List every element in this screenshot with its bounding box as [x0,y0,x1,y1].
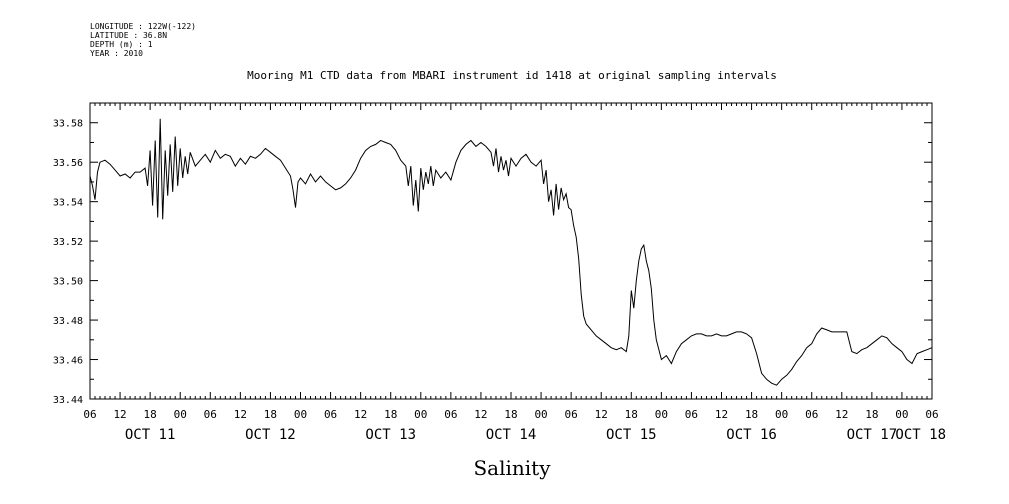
meta-year: YEAR : 2010 [90,49,143,58]
x-hour-label: 12 [474,408,487,421]
x-hour-label: 12 [234,408,247,421]
x-hour-label: 06 [685,408,698,421]
x-hour-label: 18 [865,408,878,421]
x-day-label: OCT 11 [125,427,176,443]
meta-longitude: LONGITUDE : 122W(-122) [90,22,196,31]
x-hour-label: 00 [294,408,307,421]
y-tick-label: 33.44 [53,395,83,406]
y-tick-label: 33.52 [53,237,83,248]
x-hour-label: 18 [504,408,517,421]
x-hour-label: 18 [264,408,277,421]
x-hour-label: 06 [324,408,337,421]
y-axis: 33.44 33.46 33.48 33.50 33.52 33.54 33.56 33.58 [53,119,932,406]
salinity-series-line [89,118,933,386]
x-hour-label: 12 [595,408,608,421]
x-hour-label: 00 [534,408,547,421]
x-axis [89,103,933,399]
x-day-labels: OCT 11 OCT 12 OCT 13 OCT 14 OCT 15 OCT 16 OCT … [125,427,946,443]
x-hour-label: 18 [384,408,397,421]
x-hour-label: 00 [174,408,187,421]
x-hour-label: 18 [745,408,758,421]
x-day-label: OCT 15 [606,427,657,443]
x-day-label: OCT 18 [895,427,946,443]
y-tick-label: 33.48 [53,316,83,327]
x-hour-label: 18 [144,408,157,421]
meta-depth: DEPTH (m) : 1 [90,40,153,49]
x-day-label: OCT 16 [726,427,777,443]
x-hour-label: 12 [715,408,728,421]
x-hour-label: 12 [835,408,848,421]
meta-latitude: LATITUDE : 36.8N [90,31,167,40]
x-day-label: OCT 12 [245,427,296,443]
y-tick-label: 33.56 [53,158,83,169]
x-hour-label: 06 [83,408,96,421]
x-hour-label: 00 [414,408,427,421]
x-hour-labels: 06 12 18 00 06 12 18 00 06 12 18 00 06 12 18 00 06 12 18 00… [83,408,938,421]
x-hour-label: 12 [113,408,126,421]
x-hour-label: 06 [925,408,938,421]
y-tick-label: 33.46 [53,356,83,367]
y-tick-label: 33.50 [53,277,83,288]
x-hour-label: 00 [655,408,668,421]
plot-frame [89,102,933,400]
x-hour-label: 06 [805,408,818,421]
x-day-label: OCT 17 [847,427,898,443]
x-hour-label: 00 [895,408,908,421]
x-axis-label: Salinity [473,456,551,480]
x-hour-label: 06 [444,408,457,421]
x-hour-label: 18 [625,408,638,421]
x-hour-label: 12 [354,408,367,421]
x-hour-label: 00 [775,408,788,421]
chart-title: Mooring M1 CTD data from MBARI instrumen… [247,69,777,82]
x-day-label: OCT 13 [365,427,416,443]
x-hour-label: 06 [204,408,217,421]
x-day-label: OCT 14 [486,427,537,443]
y-tick-label: 33.54 [53,198,83,209]
y-tick-label: 33.58 [53,119,83,130]
x-hour-label: 06 [565,408,578,421]
